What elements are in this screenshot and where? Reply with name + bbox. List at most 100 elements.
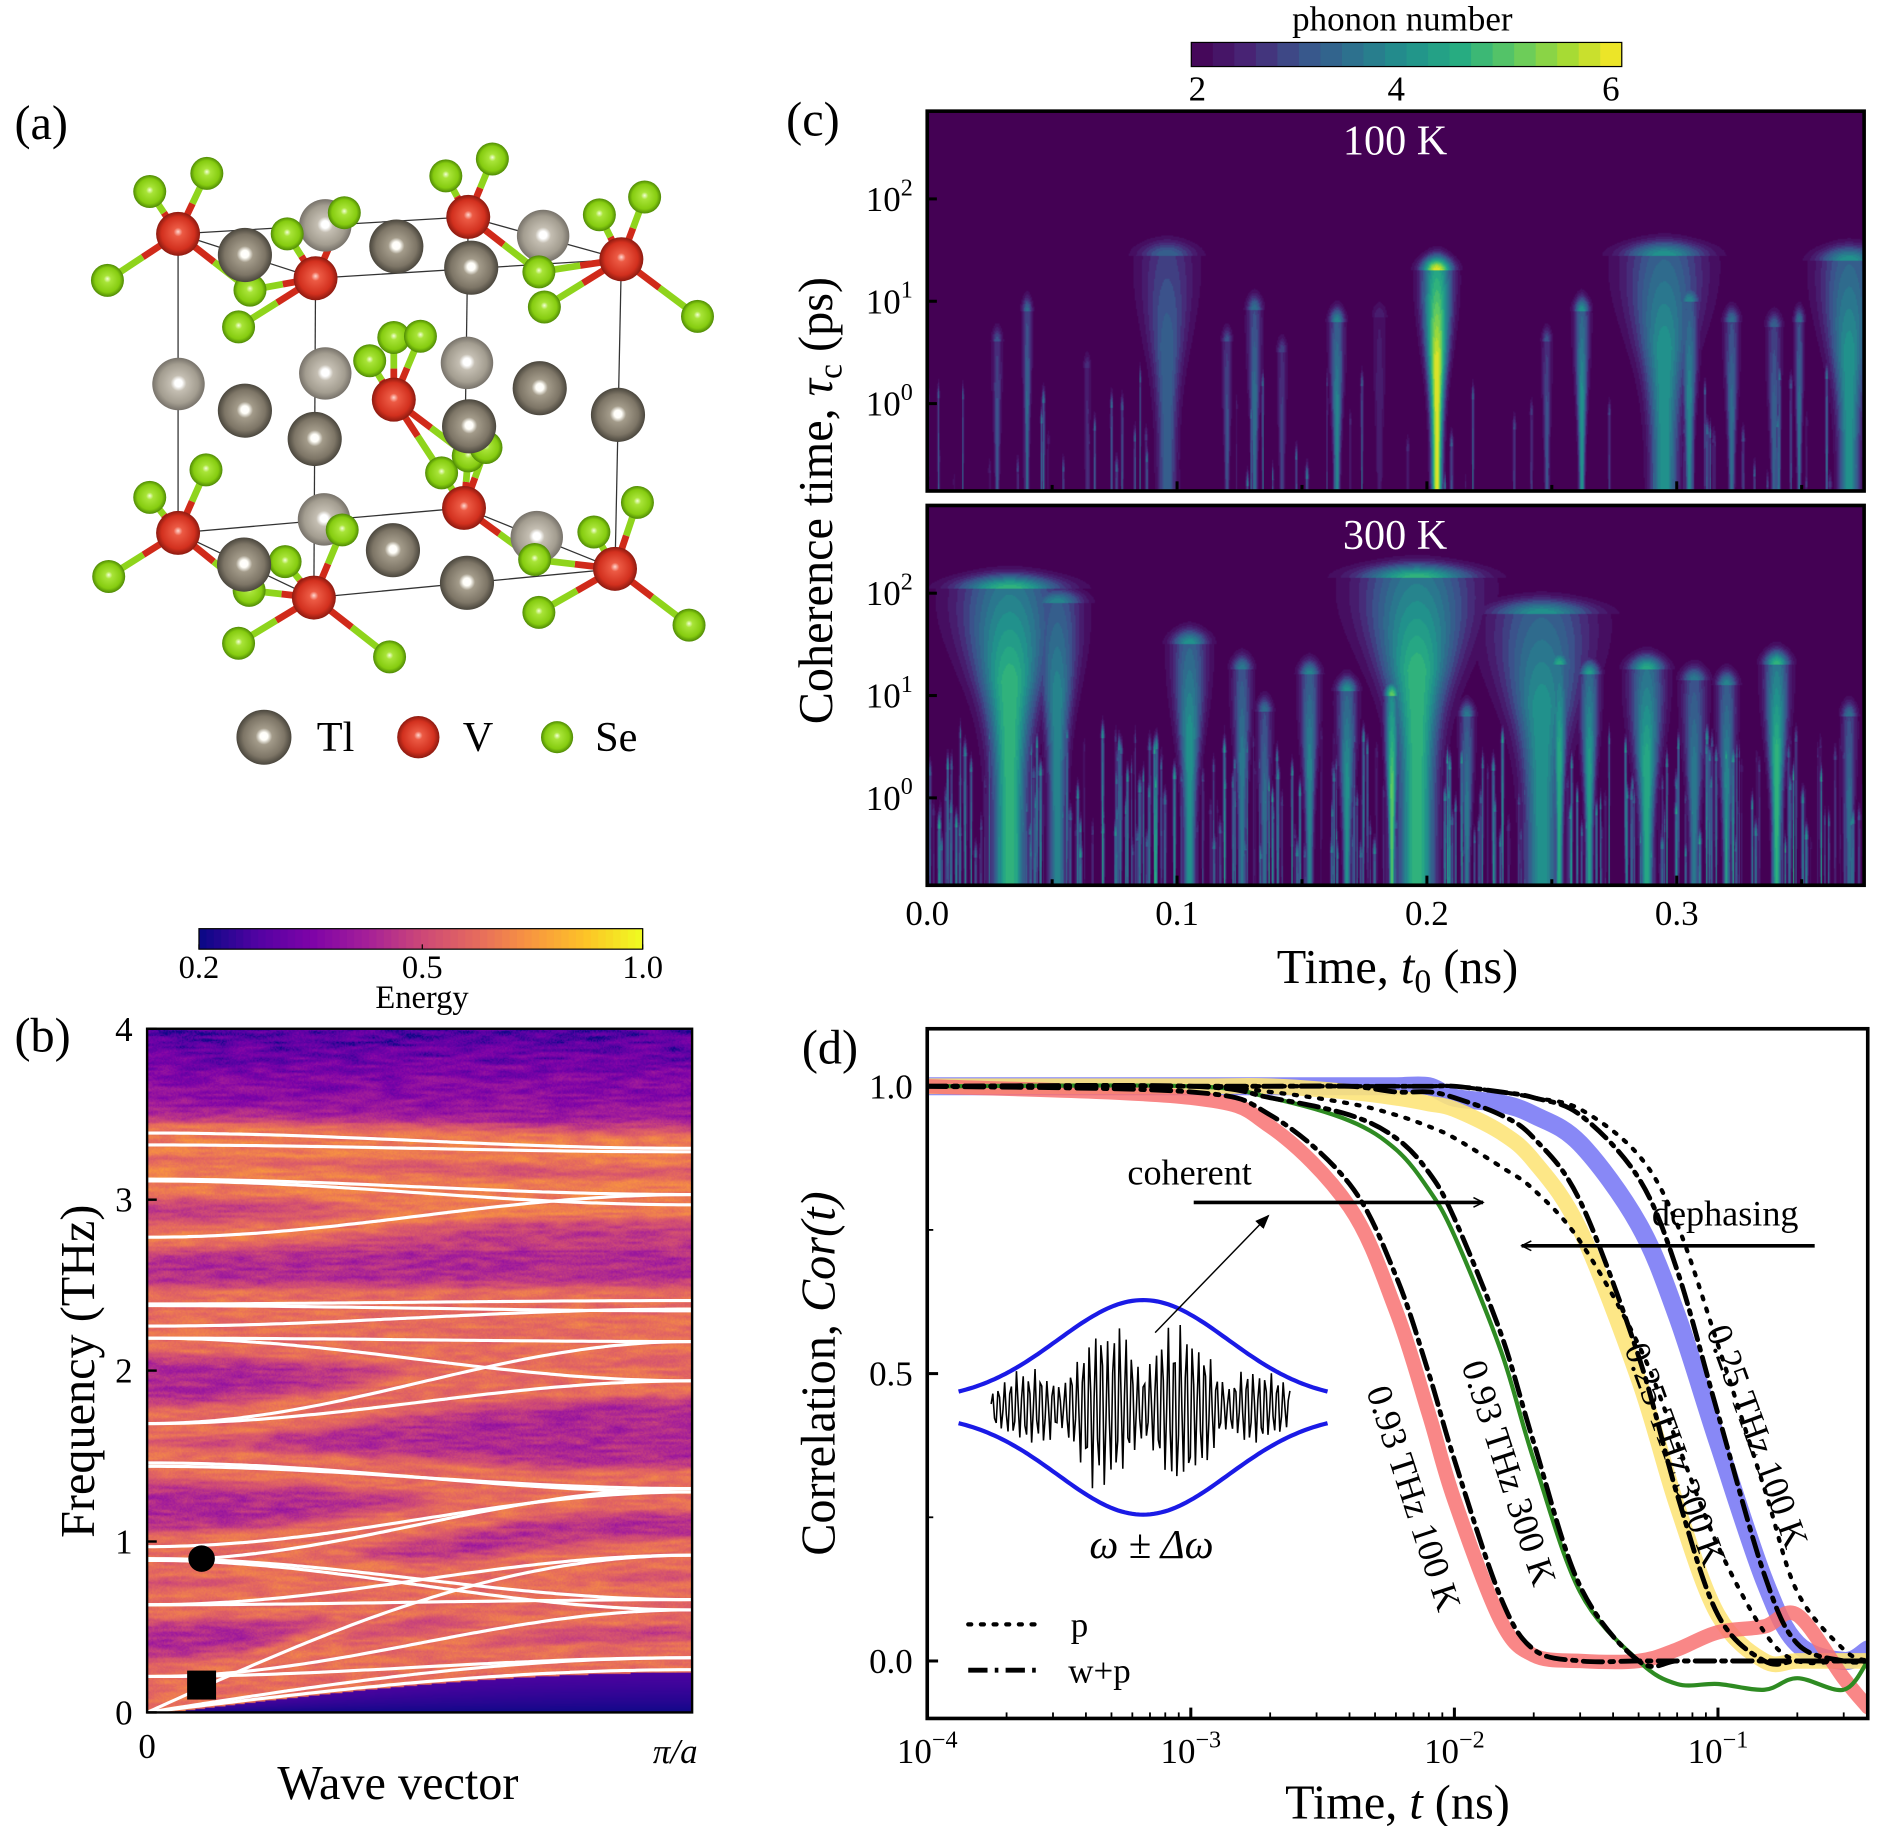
- colorbar-cell: [494, 928, 503, 950]
- heatmap-300k: 300 K 102 101 100: [866, 503, 1866, 888]
- y-tick-label: 0.0: [869, 1642, 913, 1681]
- v-atom: [446, 194, 491, 239]
- tl-atom: [590, 387, 646, 442]
- panel-label-c: (c): [786, 93, 840, 146]
- legend-atom-se: [540, 721, 574, 754]
- colorbar-cell: [1600, 42, 1623, 67]
- colorbar-cell: [568, 928, 577, 950]
- colorbar-cell: [502, 928, 511, 950]
- colorbar-cell: [509, 928, 518, 950]
- optical-branch: [147, 1379, 693, 1426]
- optical-branch: [147, 1192, 693, 1239]
- colorbar-cell: [213, 928, 222, 950]
- tick-label: 100: [866, 380, 913, 424]
- se-atom: [325, 513, 359, 547]
- colorbar-cell: [1277, 42, 1300, 67]
- wave-packet-inset: ω ± Δω: [958, 1297, 1329, 1567]
- colorbar-cell: [539, 928, 548, 950]
- optical-branch: [147, 1179, 693, 1207]
- x-tick-label: 0.0: [905, 894, 949, 933]
- colorbar-cell: [465, 928, 474, 950]
- se-atom: [620, 485, 654, 519]
- pointer-arrow: [1154, 1214, 1270, 1334]
- colorbar-cell: [457, 928, 466, 950]
- legend-label: w+p: [1068, 1651, 1130, 1690]
- panel-label-d: (d): [802, 1022, 858, 1075]
- optical-branch: [147, 1553, 693, 1607]
- colorbar-cell: [487, 928, 496, 950]
- x-tick-label: π/a: [653, 1732, 698, 1771]
- colorbar-cell: [635, 928, 644, 950]
- legend-atom-tl: [236, 709, 292, 765]
- optical-branch: [147, 1339, 693, 1426]
- colorbar-cell: [317, 928, 326, 950]
- colorbar-cell: [583, 928, 592, 950]
- colorbar-cell: [1578, 42, 1601, 67]
- se-atom: [672, 608, 706, 642]
- v-atom: [599, 237, 644, 282]
- y-tick-label: 1: [115, 1523, 132, 1562]
- colorbar-cell: [324, 928, 333, 950]
- colorbar-tick-label: 2: [1189, 69, 1206, 108]
- optical-branch: [147, 1298, 693, 1306]
- y-axis-label: Correlation, Cor(t): [792, 1191, 845, 1555]
- colorbar-cell: [1428, 42, 1451, 67]
- panel-label-a: (a): [14, 97, 68, 150]
- envelope-upper: [958, 1297, 1329, 1394]
- colorbar-cell: [198, 928, 208, 950]
- se-atom: [90, 263, 124, 297]
- v-atom: [593, 546, 638, 591]
- circle-marker: [188, 1545, 215, 1572]
- se-atom: [429, 159, 463, 193]
- se-atom: [327, 196, 361, 230]
- tl-atom: [512, 361, 567, 416]
- y-tick-label: 3: [115, 1181, 132, 1220]
- se-atom: [403, 319, 437, 353]
- colorbar-cell: [1255, 42, 1278, 67]
- colorbar-cell: [590, 928, 600, 950]
- colorbar-tick-label: 6: [1602, 69, 1619, 108]
- legend-label: Se: [595, 714, 637, 761]
- colorbar-cell: [383, 928, 392, 950]
- tl-atom: [217, 383, 272, 438]
- colorbar-cell: [546, 928, 555, 950]
- colorbar-cell: [420, 928, 429, 950]
- se-atom: [133, 175, 167, 209]
- tl-atom: [152, 357, 205, 411]
- colorbar-cell: [398, 928, 407, 950]
- colorbar-cell: [1385, 42, 1408, 67]
- se-atom: [189, 453, 223, 487]
- legend-label: Tl: [317, 714, 355, 761]
- se-atom: [373, 640, 407, 674]
- crystal-structure: Tl V Se: [90, 142, 714, 765]
- x-tick-label: 0: [138, 1727, 155, 1766]
- tick-label: 10−1: [1688, 1727, 1749, 1771]
- p-fit-line: [927, 1083, 1868, 1664]
- colorbar-tick-label: 0.5: [402, 950, 443, 986]
- colorbar-cell: [206, 928, 215, 950]
- tl-atom: [439, 555, 495, 610]
- colorbar-cell: [598, 928, 607, 950]
- tl-atom: [287, 411, 342, 467]
- tl-atom: [440, 336, 494, 390]
- colorbar-cell: [221, 928, 230, 950]
- se-atom: [425, 456, 459, 490]
- colorbar-cell: [258, 928, 267, 950]
- colorbar-cell: [561, 928, 570, 950]
- heatmap-image: [927, 505, 1865, 886]
- tick-label: 10−4: [897, 1727, 958, 1771]
- tl-atom: [369, 219, 424, 274]
- colorbar-cell: [369, 928, 378, 950]
- optical-branch: [147, 1336, 693, 1344]
- inset-label: ω ± Δω: [1089, 1521, 1213, 1567]
- colorbar-cell: [450, 928, 459, 950]
- tick-label: 102: [866, 570, 913, 614]
- se-atom: [268, 545, 302, 579]
- legend: p w+p: [966, 1605, 1131, 1690]
- tl-atom: [442, 399, 497, 454]
- tick-label: 102: [866, 175, 913, 219]
- colorbar-cell: [428, 928, 437, 950]
- colorbar-cell: [339, 928, 348, 950]
- v-atom: [156, 211, 201, 256]
